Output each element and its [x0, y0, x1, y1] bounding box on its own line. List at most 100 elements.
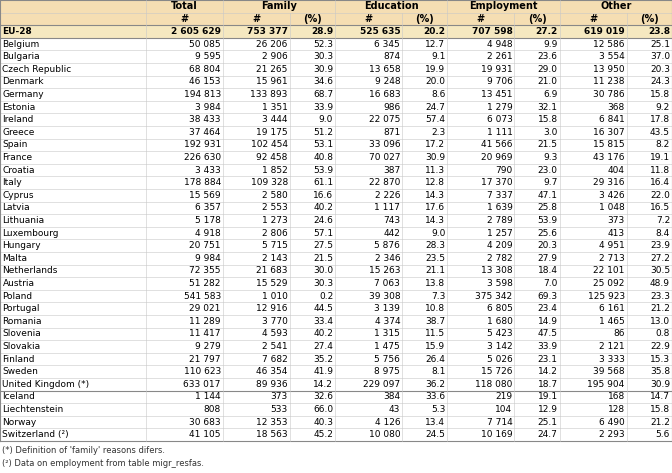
Bar — [223, 201, 290, 214]
Text: 874: 874 — [383, 52, 400, 61]
Bar — [223, 302, 290, 315]
Text: 8.1: 8.1 — [431, 367, 446, 376]
Text: 3 139: 3 139 — [374, 304, 400, 313]
Bar — [402, 366, 448, 378]
Bar — [560, 214, 627, 227]
Bar — [146, 151, 223, 164]
Bar — [0, 340, 146, 353]
Text: 3.0: 3.0 — [544, 128, 558, 137]
Text: 21 683: 21 683 — [256, 266, 288, 275]
Bar — [448, 277, 515, 290]
Text: 219: 219 — [495, 393, 513, 402]
Bar — [448, 63, 515, 76]
Bar — [223, 340, 290, 353]
Bar — [560, 416, 627, 429]
Bar — [335, 416, 402, 429]
Text: 1 351: 1 351 — [262, 103, 288, 112]
Bar — [402, 264, 448, 277]
Bar — [448, 201, 515, 214]
Bar — [0, 277, 146, 290]
Bar — [146, 328, 223, 340]
Text: 13 308: 13 308 — [481, 266, 513, 275]
Text: (%): (%) — [415, 14, 434, 24]
Bar — [335, 189, 402, 201]
Bar — [290, 76, 335, 88]
Bar — [448, 353, 515, 366]
Text: United Kingdom (*): United Kingdom (*) — [3, 380, 89, 389]
Bar — [515, 340, 560, 353]
Text: 3 554: 3 554 — [599, 52, 625, 61]
Text: 40.3: 40.3 — [313, 418, 333, 427]
Bar — [448, 0, 560, 13]
Bar — [335, 302, 402, 315]
Text: 27.5: 27.5 — [313, 241, 333, 250]
Bar — [627, 264, 672, 277]
Text: 5 026: 5 026 — [487, 355, 513, 364]
Bar — [335, 114, 402, 126]
Text: Slovenia: Slovenia — [3, 329, 41, 338]
Bar — [402, 25, 448, 38]
Bar — [146, 366, 223, 378]
Text: 1 144: 1 144 — [195, 393, 221, 402]
Bar — [627, 63, 672, 76]
Text: 29 021: 29 021 — [190, 304, 221, 313]
Bar — [0, 214, 146, 227]
Text: 37.0: 37.0 — [650, 52, 670, 61]
Text: Hungary: Hungary — [3, 241, 41, 250]
Bar — [402, 88, 448, 101]
Text: 707 598: 707 598 — [472, 27, 513, 36]
Bar — [290, 139, 335, 151]
Bar — [146, 13, 223, 25]
Bar — [560, 378, 627, 391]
Text: 38.7: 38.7 — [425, 317, 446, 326]
Text: 14.2: 14.2 — [538, 367, 558, 376]
Bar — [223, 151, 290, 164]
Text: 20.3: 20.3 — [538, 241, 558, 250]
Text: 27.9: 27.9 — [538, 254, 558, 263]
Bar — [515, 378, 560, 391]
Text: 5 715: 5 715 — [262, 241, 288, 250]
Bar — [515, 302, 560, 315]
Bar — [560, 38, 627, 51]
Bar — [560, 189, 627, 201]
Text: 9 706: 9 706 — [487, 78, 513, 87]
Bar — [627, 340, 672, 353]
Bar — [0, 13, 146, 25]
Bar — [0, 25, 146, 38]
Bar — [515, 328, 560, 340]
Text: 30.5: 30.5 — [650, 266, 670, 275]
Bar — [335, 51, 402, 63]
Bar — [335, 429, 402, 441]
Bar — [223, 391, 290, 403]
Bar — [448, 101, 515, 114]
Text: 1 465: 1 465 — [599, 317, 625, 326]
Text: Finland: Finland — [3, 355, 35, 364]
Bar — [335, 239, 402, 252]
Text: 541 583: 541 583 — [183, 291, 221, 301]
Bar — [146, 38, 223, 51]
Bar — [627, 13, 672, 25]
Bar — [560, 290, 627, 302]
Text: 53.1: 53.1 — [313, 140, 333, 149]
Bar — [448, 302, 515, 315]
Bar — [627, 201, 672, 214]
Bar — [290, 378, 335, 391]
Text: 3 426: 3 426 — [599, 191, 625, 200]
Bar — [335, 126, 402, 139]
Bar — [627, 227, 672, 239]
Bar — [146, 126, 223, 139]
Text: 2 906: 2 906 — [262, 52, 288, 61]
Text: 22.0: 22.0 — [650, 191, 670, 200]
Text: 17.6: 17.6 — [425, 203, 446, 212]
Bar — [223, 164, 290, 176]
Text: 53.9: 53.9 — [538, 216, 558, 225]
Bar — [627, 139, 672, 151]
Bar — [146, 76, 223, 88]
Bar — [146, 340, 223, 353]
Text: 1 680: 1 680 — [487, 317, 513, 326]
Bar — [627, 38, 672, 51]
Text: 46 153: 46 153 — [190, 78, 221, 87]
Bar — [290, 151, 335, 164]
Bar — [560, 101, 627, 114]
Text: 27.2: 27.2 — [650, 254, 670, 263]
